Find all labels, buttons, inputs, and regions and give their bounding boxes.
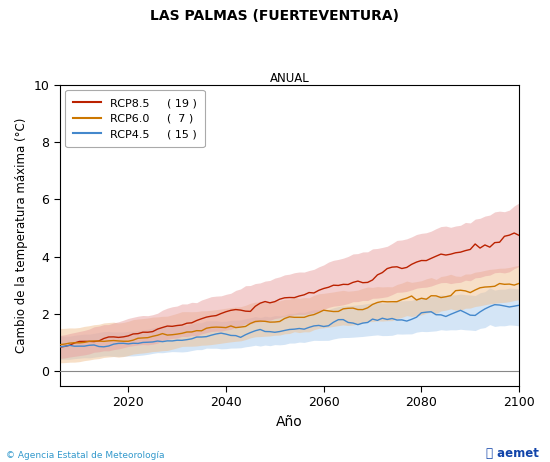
- Title: ANUAL: ANUAL: [270, 72, 309, 85]
- Text: Ⓚ aemet: Ⓚ aemet: [486, 447, 539, 460]
- Y-axis label: Cambio de la temperatura máxima (°C): Cambio de la temperatura máxima (°C): [15, 117, 28, 353]
- Legend: RCP8.5     ( 19 ), RCP6.0     (  7 ), RCP4.5     ( 15 ): RCP8.5 ( 19 ), RCP6.0 ( 7 ), RCP4.5 ( 15…: [65, 90, 205, 147]
- Text: © Agencia Estatal de Meteorología: © Agencia Estatal de Meteorología: [6, 451, 164, 460]
- Text: LAS PALMAS (FUERTEVENTURA): LAS PALMAS (FUERTEVENTURA): [151, 9, 399, 23]
- X-axis label: Año: Año: [276, 414, 303, 429]
